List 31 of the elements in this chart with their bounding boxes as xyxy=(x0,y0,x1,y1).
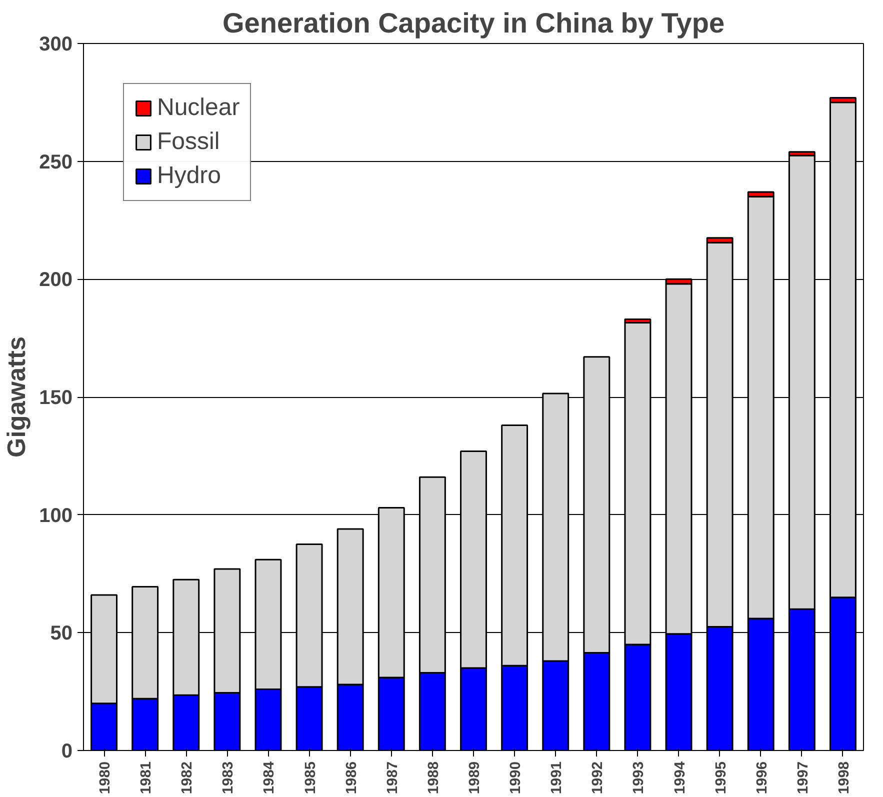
x-tick-label: 1989 xyxy=(467,761,483,794)
x-tick-label: 1984 xyxy=(262,760,278,794)
x-tick-label: 1993 xyxy=(631,761,648,794)
y-tick-label: 300 xyxy=(39,34,73,56)
y-tick-label: 200 xyxy=(39,269,73,292)
x-tick-label: 1995 xyxy=(713,761,730,794)
legend-label: Nuclear xyxy=(157,94,240,122)
x-tick-label: 1987 xyxy=(384,761,401,794)
y-tick-label: 100 xyxy=(39,504,73,527)
x-tick-label: 1980 xyxy=(98,761,114,794)
x-tick-label: 1981 xyxy=(138,761,155,794)
y-tick-label: 250 xyxy=(39,151,73,174)
x-tick-label: 1991 xyxy=(549,761,566,794)
x-tick-label: 1990 xyxy=(508,761,524,794)
legend-label: Hydro xyxy=(157,162,222,190)
x-tick-label: 1994 xyxy=(672,760,688,794)
x-tick-label: 1988 xyxy=(426,761,442,794)
y-tick-label: 50 xyxy=(50,622,73,645)
y-axis-title: Gigawatts xyxy=(3,336,32,458)
legend-label: Fossil xyxy=(157,128,220,156)
chart-title: Generation Capacity in China by Type xyxy=(222,8,725,38)
x-tick-label: 1983 xyxy=(220,761,237,794)
x-tick-label: 1985 xyxy=(302,761,319,794)
x-tick-label: 1996 xyxy=(754,761,770,794)
x-tick-label: 1992 xyxy=(590,761,606,794)
y-tick-label: 0 xyxy=(61,740,72,762)
x-tick-label: 1986 xyxy=(344,761,360,794)
x-tick-label: 1982 xyxy=(180,761,196,794)
x-tick-label: 1997 xyxy=(795,761,812,794)
y-tick-label: 150 xyxy=(39,387,73,409)
x-tick-label: 1998 xyxy=(836,761,852,794)
